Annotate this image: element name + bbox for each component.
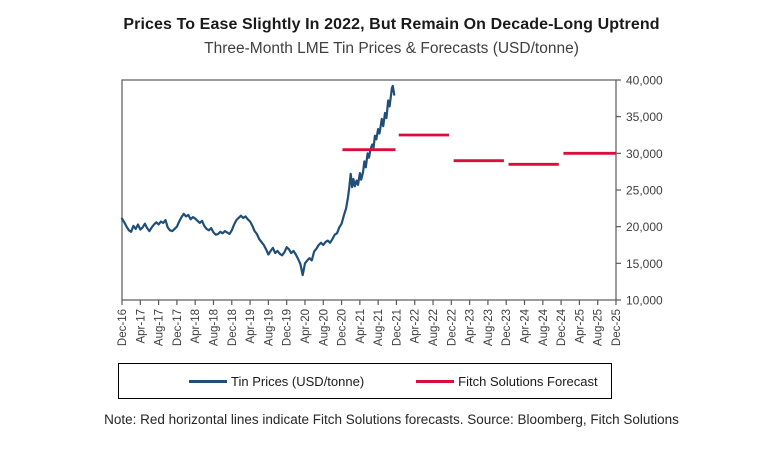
legend-item-forecast: Fitch Solutions Forecast [416,373,598,389]
x-tick-label: Apr-23 [465,309,477,344]
y-tick-label: 10,000 [626,294,663,308]
x-tick-label: Aug-23 [483,309,495,346]
x-tick-label: Dec-18 [227,309,239,346]
x-tick-label: Apr-21 [355,309,367,344]
y-tick-label: 30,000 [626,147,663,161]
forecast-segments [342,133,616,166]
y-tick-label: 20,000 [626,220,663,234]
y-axis-ticks: 10,000 15,000 20,000 25,000 30,000 35,000 40,0… [616,74,663,308]
x-tick-label: Dec-22 [446,309,458,346]
page-title: Prices To Ease Slightly In 2022, But Rem… [123,16,660,33]
y-tick-label: 35,000 [626,110,663,124]
x-tick-label: Apr-18 [190,309,202,344]
x-tick-label: Dec-17 [172,309,184,346]
x-tick-label: Aug-17 [154,309,166,346]
x-tick-label: Apr-19 [245,309,257,344]
x-tick-label: Aug-19 [263,309,275,346]
legend-box: Tin Prices (USD/tonne) Fitch Solutions F… [118,363,612,399]
x-tick-label: Aug-20 [318,309,330,346]
legend-label-forecast: Fitch Solutions Forecast [458,373,598,389]
x-tick-label: Dec-20 [337,309,349,346]
x-tick-label: Apr-17 [135,309,147,344]
x-tick-label: Aug-24 [538,308,550,346]
y-tick-label: 25,000 [626,184,663,198]
y-tick-label: 40,000 [626,74,663,88]
x-tick-label: Dec-25 [611,309,623,346]
plot-frame [121,79,617,301]
x-tick-label: Dec-23 [501,309,513,346]
x-tick-label: Dec-19 [282,309,294,346]
x-tick-label: Aug-22 [428,309,440,346]
y-tick-label: 15,000 [626,257,663,271]
legend-label-tin-prices: Tin Prices (USD/tonne) [231,373,365,389]
x-tick-label: Aug-21 [373,309,385,346]
tin-prices-line [120,84,396,277]
note-text: Note: Red horizontal lines indicate Fitc… [104,412,679,427]
x-tick-label: Dec-24 [556,308,568,346]
x-tick-label: Apr-22 [410,309,422,344]
x-tick-label: Apr-20 [300,309,312,344]
forecast-line-swatch [416,379,455,383]
x-axis-ticks: Dec-16 Apr-17 Aug-17 Dec-17 Apr-18 Aug-18 Dec-… [117,300,623,346]
page-subtitle: Three-Month LME Tin Prices & Forecasts (… [204,40,579,57]
legend-item-tin-prices: Tin Prices (USD/tonne) [189,374,364,389]
tin-prices-line-swatch [189,379,227,383]
x-tick-label: Dec-16 [117,309,129,346]
axes [121,79,617,301]
x-tick-label: Aug-18 [208,309,220,346]
x-tick-label: Apr-25 [574,309,586,344]
x-tick-label: Apr-24 [520,308,532,343]
x-tick-label: Aug-25 [593,309,605,346]
x-tick-label: Dec-21 [391,309,403,346]
